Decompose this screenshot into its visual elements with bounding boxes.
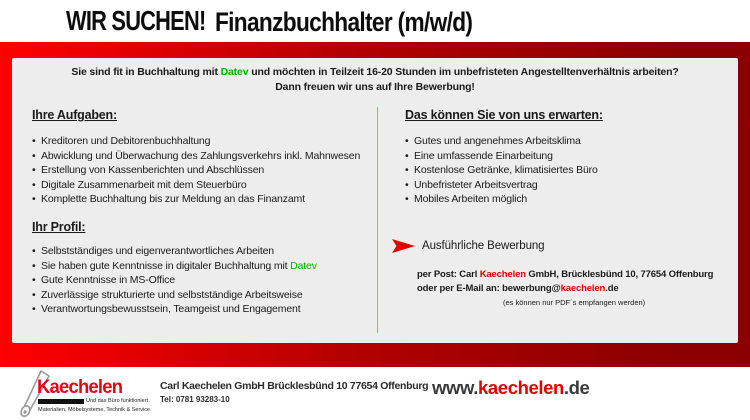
list-item: • Komplette Buchhaltung bis zur Meldung a… [32,193,305,205]
logo-tagline-1: Und das Büro funktioniert. [86,398,150,404]
expect-heading: Das können Sie von uns erwarten: [405,108,603,122]
intro-line-2: Dann freuen wir uns auf Ihre Bewerbung! [275,81,475,93]
list-item: • Sie haben gute Kenntnisse in digitaler … [32,259,317,272]
logo-bar [38,399,84,404]
list-item: • Erstellung von Kassenberichten und Absc… [32,164,265,176]
right-column: Das können Sie von uns erwarten: • Gutes … [392,108,738,338]
list-item: • Kreditoren und Debitorenbuchhaltung [32,135,211,147]
list-item: • Eine umfassende Einarbeitung [405,149,553,162]
apply-email-line: oder per E-Mail an: bewerbung@kaechelen.… [417,283,619,294]
profile-list: • Selbstständiges und eigenverantwortlich… [32,244,317,317]
apply-note: (es können nur PDF´s empfangen werden) [503,298,646,307]
list-item: • Kostenlose Getränke, klimatisiertes Bür… [405,164,598,176]
pencil-logo-icon [20,370,50,418]
page-title: WIR SUCHEN! [66,5,206,36]
left-column: Ihre Aufgaben: • Kreditoren und Debitoren… [32,108,367,338]
profile-heading: Ihr Profil: [32,220,86,234]
footer-phone: Tel: 0781 93283-10 [160,395,230,404]
intro-text: Sie sind fit in Buchhaltung mit Datev un… [12,65,738,95]
company-logo: Kaechelen Und das Büro funktioniert. Mat… [14,366,164,420]
apply-row: Ausführliche Bewerbung [392,238,545,254]
expect-list: • Gutes und angenehmes Arbeitsklima • Eine … [405,134,598,207]
list-item: • Gutes und angenehmes Arbeitsklima [405,135,581,147]
tasks-list: • Kreditoren und Debitorenbuchhaltung • Abw… [32,134,360,207]
apply-title: Ausführliche Bewerbung [422,240,545,252]
logo-tagline-2: Materialien, Möbelsysteme, Technik & Ser… [38,407,152,413]
list-item: • Selbstständiges und eigenverantwortlich… [32,245,274,257]
column-divider [377,107,378,333]
list-item: • Zuverlässige strukturierte und selbstst… [32,288,303,301]
list-item: • Mobiles Arbeiten möglich [405,193,528,205]
page-subtitle: Finanzbuchhalter (m/w/d) [215,7,473,37]
tasks-heading: Ihre Aufgaben: [32,108,117,122]
list-item: • Digitale Zusammenarbeit mit dem Steuerb… [32,178,247,191]
list-item: • Abwicklung und Überwachung des Zahlungs… [32,149,361,162]
list-item: • Unbefristeter Arbeitsvertrag [405,178,538,191]
list-item: • Gute Kenntnisse in MS-Office [32,274,175,286]
logo-name: Kaechelen [37,377,123,398]
footer-address: Carl Kaechelen GmbH Brücklesbünd 10 7765… [160,380,429,392]
list-item: • Verantwortungsbewusstsein, Teamgeist un… [32,303,301,315]
website-url: www.kaechelen.de [432,377,590,398]
apply-post-line: per Post: Carl Kaechelen GmbH, Brücklesb… [417,269,714,280]
intro-line-1: Sie sind fit in Buchhaltung mit Datev un… [71,66,679,78]
arrow-flag-icon [392,239,415,253]
content-box: Sie sind fit in Buchhaltung mit Datev un… [12,58,738,343]
